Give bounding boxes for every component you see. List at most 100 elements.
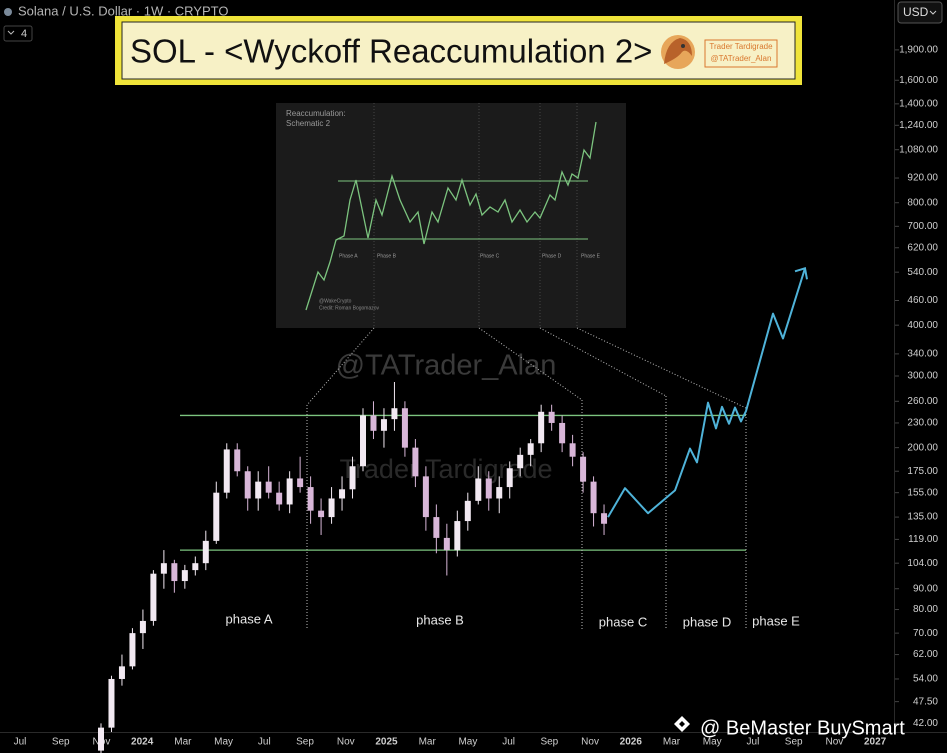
candle-body — [265, 481, 272, 493]
candle-body — [485, 478, 492, 499]
y-tick-label: 920.00 — [907, 173, 938, 184]
currency-label: USD — [903, 5, 929, 19]
x-tick-label: May — [703, 737, 722, 748]
x-tick-label: Sep — [52, 737, 70, 748]
candle-body — [150, 573, 157, 621]
indicator-toggle[interactable] — [3, 25, 33, 42]
candle-body — [443, 537, 450, 551]
candle-body — [339, 489, 346, 499]
candle-body — [527, 443, 534, 455]
candle-body — [517, 454, 524, 469]
inset-phase: Phase B — [377, 253, 397, 259]
x-tick-label: May — [214, 737, 233, 748]
y-tick-label: 1,240.00 — [899, 120, 938, 131]
candle-body — [380, 419, 387, 431]
y-tick-label: 1,900.00 — [899, 45, 938, 56]
candle-body — [181, 570, 188, 582]
candle-body — [412, 447, 419, 477]
footer-logo — [674, 716, 690, 732]
x-tick-label: Nov — [581, 737, 599, 748]
y-tick-label: 230.00 — [907, 418, 938, 429]
candle-body — [286, 478, 293, 505]
y-tick-label: 47.50 — [913, 696, 938, 707]
candle-body — [464, 500, 471, 522]
y-tick-label: 54.00 — [913, 674, 938, 685]
watermark-handle: @TATrader_Alan — [336, 350, 557, 382]
y-tick-label: 260.00 — [907, 396, 938, 407]
candle-body — [548, 411, 555, 423]
inset-phase: Phase D — [542, 253, 562, 259]
x-tick-label: Nov — [826, 737, 844, 748]
x-tick-label: 2025 — [375, 737, 398, 748]
inset-phase: Phase A — [339, 253, 358, 259]
candle-body — [433, 517, 440, 538]
x-tick-label: Nov — [337, 737, 355, 748]
inset-schematic-path — [305, 121, 597, 311]
x-tick-label: Sep — [785, 737, 803, 748]
symbol-icon — [4, 8, 12, 16]
y-tick-label: 1,400.00 — [899, 98, 938, 109]
y-tick-label: 340.00 — [907, 349, 938, 360]
watermark-name: Trader Tardigrade — [339, 454, 552, 484]
x-tick-label: Jul — [747, 737, 760, 748]
y-tick-label: 1,600.00 — [899, 75, 938, 86]
y-tick-label: 1,080.00 — [899, 144, 938, 155]
x-tick-label: Jul — [502, 737, 515, 748]
chevron-icon — [7, 30, 15, 35]
inset-phase: Phase E — [581, 253, 601, 259]
x-tick-label: Mar — [419, 737, 437, 748]
candle-body — [328, 498, 335, 518]
y-tick-label: 70.00 — [913, 628, 938, 639]
y-tick-label: 104.00 — [907, 558, 938, 569]
y-tick-label: 80.00 — [913, 604, 938, 615]
y-tick-label: 620.00 — [907, 242, 938, 253]
candle-body — [234, 449, 241, 472]
candle-body — [391, 408, 398, 420]
candle-body — [213, 492, 220, 541]
y-tick-label: 200.00 — [907, 442, 938, 453]
inset-credit: @WakeCrypto — [319, 298, 352, 304]
badge-box — [704, 39, 778, 68]
candle-body — [454, 521, 461, 551]
candle-body — [601, 513, 608, 524]
candle-body — [139, 620, 146, 634]
phase-connectors — [306, 327, 747, 630]
chevron-icon — [929, 10, 937, 15]
candle-body — [590, 481, 597, 514]
candle-body — [160, 563, 167, 574]
y-tick-label: 175.00 — [907, 466, 938, 477]
y-tick-label: 42.00 — [913, 718, 938, 729]
candle-body — [360, 415, 366, 467]
x-tick-label: Mar — [174, 737, 192, 748]
phase-label: phase E — [752, 613, 800, 628]
candle-body — [496, 487, 503, 499]
phase-label: phase C — [599, 614, 647, 629]
candle-body — [202, 540, 209, 564]
currency-selector[interactable] — [897, 1, 943, 24]
y-tick-label: 800.00 — [907, 197, 938, 208]
schematic-inset: Reaccumulation: Schematic 2 Phase A Phas… — [276, 103, 626, 328]
projection-line — [607, 267, 806, 518]
x-tick-label: 2026 — [620, 737, 643, 748]
candle-body — [506, 468, 513, 488]
candle-body — [559, 422, 566, 444]
candle-body — [244, 471, 251, 499]
candle-body — [307, 487, 314, 511]
y-tick-label: 460.00 — [907, 295, 938, 306]
candle-body — [276, 492, 283, 505]
y-tick-label: 400.00 — [907, 320, 938, 331]
candle-body — [349, 466, 356, 490]
y-tick-label: 135.00 — [907, 512, 938, 523]
badge-handle: @TATrader_Alan — [711, 54, 772, 63]
phase-label: phase A — [226, 611, 273, 626]
symbol-header: Solana / U.S. Dollar · 1W · CRYPTO — [18, 3, 228, 18]
candle-body — [580, 456, 587, 482]
inset-credit: Credit: Roman Bogomazov — [319, 305, 380, 311]
phase-label: phase D — [683, 614, 731, 629]
inset-title: Reaccumulation: — [286, 109, 346, 118]
x-tick-label: Jul — [14, 737, 27, 748]
candle-body — [475, 478, 482, 501]
footer-watermark: @ BeMaster BuySmart — [700, 717, 905, 739]
